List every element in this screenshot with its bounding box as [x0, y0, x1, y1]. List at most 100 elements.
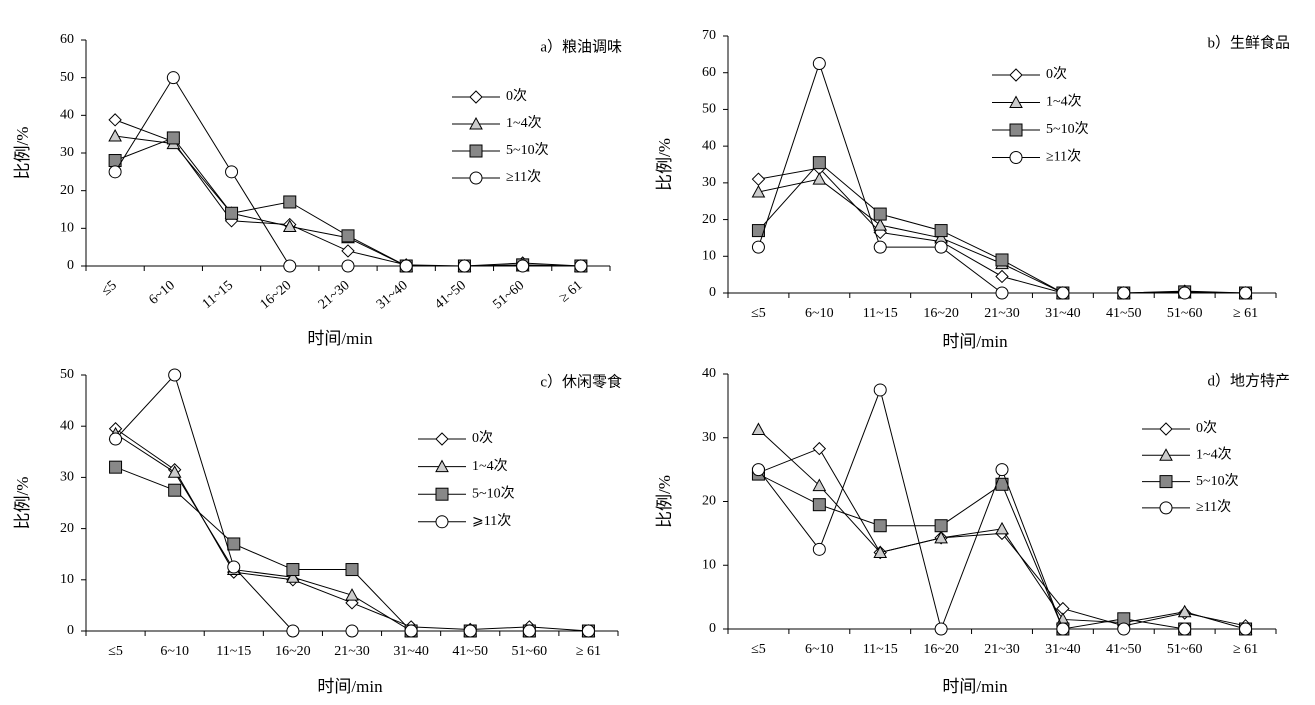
x-tick-label: 6~10: [805, 642, 834, 657]
y-tick-label: 0: [67, 258, 74, 273]
marker-circle: [168, 368, 182, 382]
x-tick-label: 11~15: [216, 644, 251, 659]
y-tick-label: 50: [60, 367, 74, 382]
y-tick-label: 50: [702, 102, 716, 117]
marker-circle: [873, 383, 887, 397]
marker-diamond: [995, 269, 1009, 284]
marker-circle: [873, 240, 887, 254]
legend-label: 0次: [506, 88, 527, 104]
marker-triangle: [751, 422, 766, 435]
legend-label: 1~4次: [472, 458, 508, 474]
marker-triangle: [282, 219, 297, 232]
x-tick-label: ≤5: [751, 642, 766, 657]
marker-circle: [457, 259, 471, 273]
marker-diamond: [108, 113, 122, 127]
marker-circle: [399, 259, 413, 273]
marker-circle: [463, 624, 477, 638]
y-tick-label: 50: [60, 70, 74, 85]
marker-diamond: [751, 172, 766, 186]
marker-square: [109, 460, 123, 474]
marker-circle: [286, 624, 300, 638]
x-tick-label: 21~30: [984, 306, 1020, 321]
marker-square: [873, 207, 887, 221]
x-axis-label: 时间/min: [942, 332, 1008, 351]
marker-square: [345, 563, 359, 577]
legend-marker: [435, 459, 449, 473]
marker-square: [227, 537, 241, 551]
x-axis-label: 时间/min: [307, 329, 373, 348]
y-tick-label: 20: [60, 521, 74, 536]
marker-circle: [108, 165, 122, 179]
y-axis-label: 比例/%: [13, 477, 32, 530]
panel: 0 10 20 30 40 50 60 ≤5 6~10 11~15 16~20 21~30 31~40 4…: [13, 32, 622, 348]
marker-circle: [1117, 286, 1131, 300]
marker-circle: [581, 624, 595, 638]
x-tick-label: 31~40: [1045, 642, 1081, 657]
marker-circle: [812, 542, 826, 556]
legend-marker: [1159, 475, 1173, 489]
marker-circle: [283, 259, 297, 273]
x-tick-label: 51~60: [1167, 642, 1203, 657]
marker-circle: [1117, 622, 1131, 636]
marker-triangle: [934, 530, 948, 544]
marker-diamond: [341, 244, 355, 258]
legend-label: 1~4次: [506, 115, 542, 131]
legend-marker: [469, 116, 483, 130]
legend-label: 0次: [1046, 66, 1067, 82]
marker-square: [225, 206, 239, 220]
x-tick-label: ≤5: [108, 644, 123, 659]
chart-title: d）地方特产: [1207, 372, 1290, 389]
marker-circle: [516, 259, 530, 273]
legend-label: 1~4次: [1196, 447, 1232, 463]
marker-triangle: [286, 570, 300, 583]
legend-label: ≥11次: [1046, 149, 1081, 165]
marker-circle: [341, 259, 355, 273]
legend-marker: [469, 90, 483, 104]
y-tick-label: 30: [60, 145, 74, 160]
legend-label: ≥11次: [1196, 499, 1231, 515]
y-tick-label: 10: [702, 249, 716, 264]
legend-label: 5~10次: [1046, 121, 1089, 137]
y-tick-label: 40: [60, 418, 74, 433]
marker-circle: [1239, 622, 1253, 636]
x-tick-label: 11~15: [200, 278, 237, 312]
marker-circle: [404, 624, 418, 638]
legend-marker: [1009, 95, 1023, 108]
marker-circle: [345, 624, 359, 638]
marker-circle: [1056, 286, 1070, 300]
x-tick-label: 51~60: [1167, 306, 1203, 321]
x-tick-label: 21~30: [334, 644, 370, 659]
marker-circle: [995, 463, 1009, 477]
x-tick-label: ≥ 61: [557, 278, 586, 306]
marker-diamond: [812, 441, 827, 456]
marker-square: [283, 195, 297, 209]
y-tick-label: 30: [702, 430, 716, 445]
x-tick-label: 16~20: [923, 306, 959, 321]
legend-label: 1~4次: [1046, 94, 1082, 110]
marker-square: [812, 156, 826, 170]
series-line: [114, 119, 581, 267]
marker-square: [166, 131, 180, 145]
marker-triangle: [1177, 604, 1192, 618]
series-line: [758, 388, 1246, 631]
y-tick-label: 20: [60, 183, 74, 198]
marker-circle: [109, 432, 123, 446]
marker-circle: [934, 240, 948, 254]
y-tick-label: 30: [702, 175, 716, 190]
legend-marker: [435, 487, 449, 501]
x-axis-label: 时间/min: [317, 677, 383, 696]
marker-circle: [574, 259, 588, 273]
marker-circle: [166, 71, 180, 85]
legend-marker: [469, 144, 483, 158]
y-axis-label: 比例/%: [655, 138, 674, 191]
marker-triangle: [812, 172, 827, 185]
marker-triangle: [751, 184, 766, 198]
marker-square: [934, 519, 948, 533]
marker-triangle: [108, 129, 122, 142]
y-tick-label: 40: [60, 108, 74, 123]
y-axis-label: 比例/%: [13, 127, 32, 180]
marker-square: [168, 483, 182, 497]
x-tick-label: 41~50: [432, 278, 469, 312]
panel: 0 10 20 30 40 50 ≤5 6~10 11~15 16~20 21~30 31~40 41~…: [13, 367, 622, 696]
